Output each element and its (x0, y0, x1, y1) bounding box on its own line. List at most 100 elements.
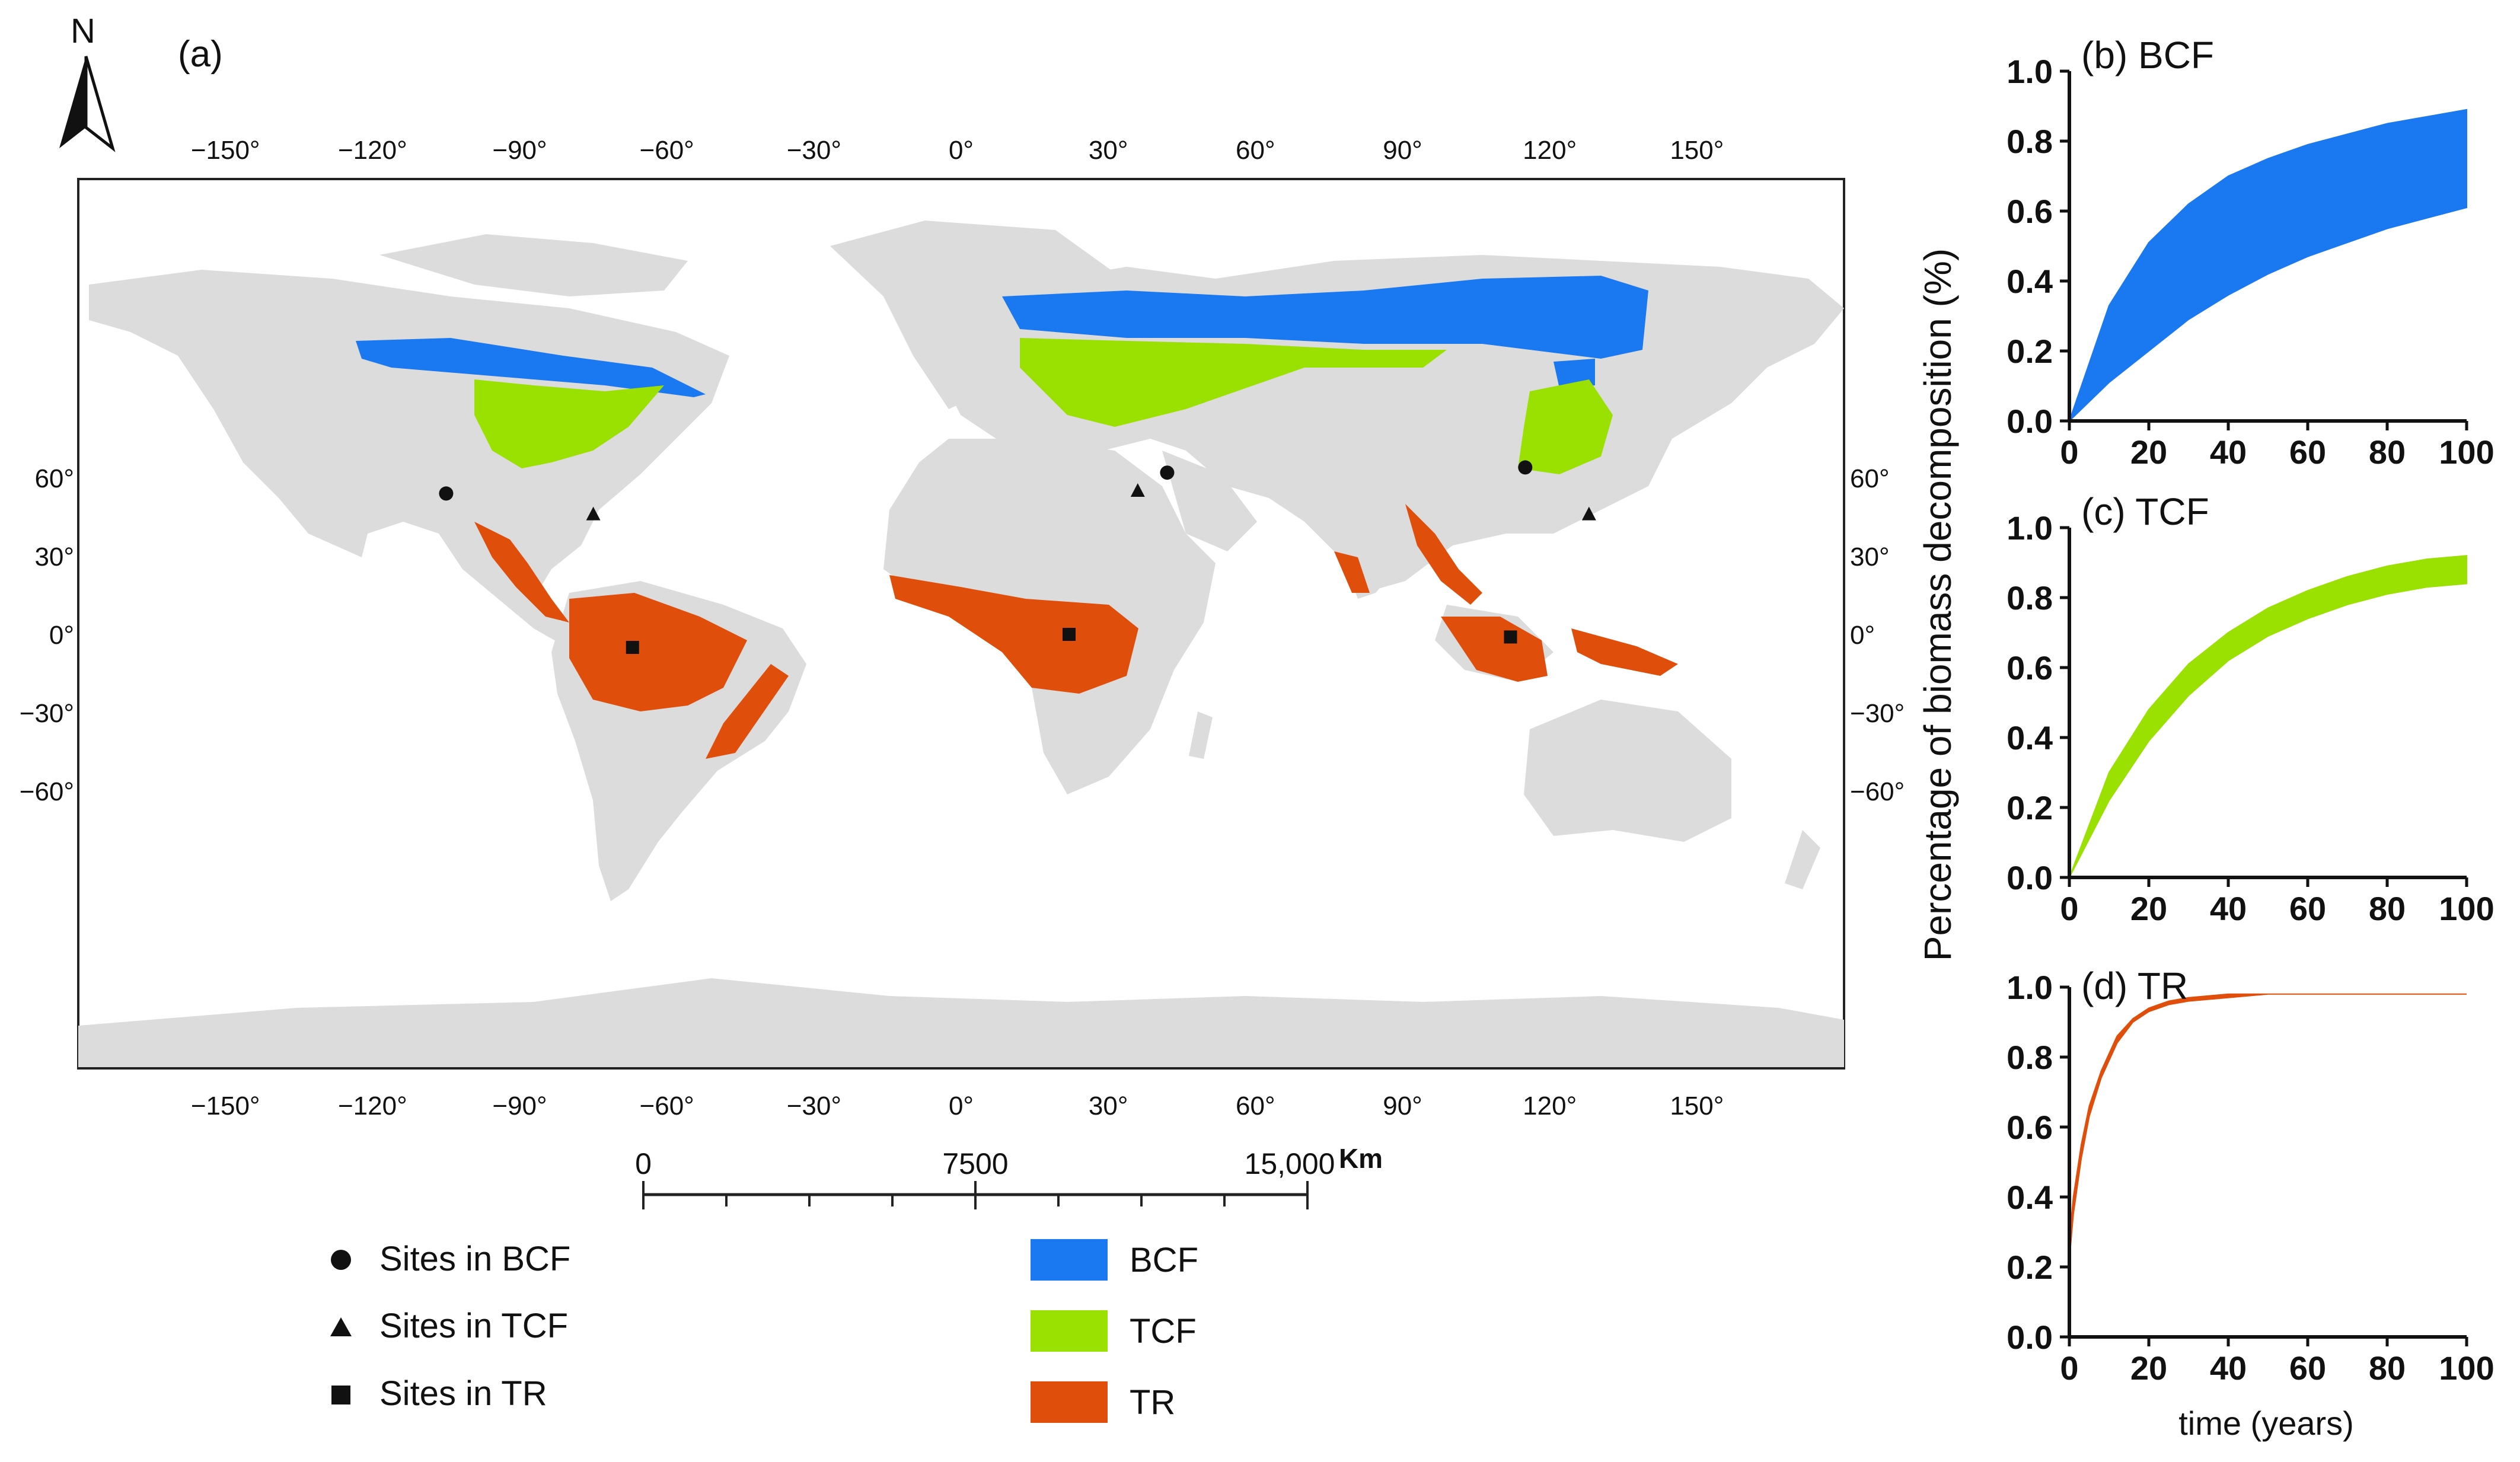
lon-label: −150° (191, 1091, 260, 1121)
lon-label: 60° (1236, 136, 1275, 165)
x-tick-label: 80 (2369, 890, 2406, 927)
site-marker-tcf (1581, 506, 1596, 521)
x-tick-label: 0 (2060, 890, 2078, 927)
lon-label: 30° (1089, 1091, 1128, 1121)
new-zealand (1785, 830, 1820, 889)
x-axis-label: time (years) (2178, 1404, 2354, 1442)
y-tick-label: 0.2 (2007, 333, 2053, 370)
lon-label: −60° (640, 1091, 694, 1121)
y-tick-label: 0.6 (2007, 1109, 2053, 1146)
decomposition-band (2069, 993, 2467, 1260)
latitude-labels-left: 60° 30° 0° −30° −60° (20, 464, 74, 806)
legend-zone-tr: TR (1130, 1383, 1175, 1422)
site-marker-bcf (439, 486, 454, 501)
y-tick-label: 0.8 (2007, 1039, 2053, 1076)
x-tick-label: 20 (2130, 890, 2167, 927)
x-tick-label: 80 (2369, 1349, 2406, 1387)
lon-label: 150° (1670, 1091, 1724, 1121)
decomposition-band (2069, 108, 2467, 422)
panel-title: (d) TR (2081, 965, 2188, 1007)
north-arrow-icon: N (59, 12, 116, 152)
tr-zone (474, 504, 1678, 759)
legend-sites: Sites in BCF Sites in TCF Sites in TR (330, 1240, 570, 1413)
y-tick-label: 0.2 (2007, 1249, 2053, 1286)
madagascar (1189, 711, 1213, 759)
lat-label: −30° (20, 699, 74, 728)
scale-unit: Km (1339, 1143, 1383, 1174)
legend-swatch-bcf (1031, 1239, 1108, 1281)
lon-label: −30° (787, 136, 841, 165)
lon-label: 0° (949, 1091, 974, 1121)
site-markers (439, 460, 1596, 654)
legend-site-tcf: Sites in TCF (379, 1307, 568, 1345)
lat-label: 60° (34, 464, 74, 493)
site-marker-tr (626, 641, 639, 654)
site-marker-bcf (1160, 465, 1175, 480)
x-tick-label: 100 (2439, 890, 2494, 927)
x-tick-label: 20 (2130, 1349, 2167, 1387)
y-tick-label: 0.8 (2007, 123, 2053, 160)
arabia (1162, 451, 1257, 551)
lon-label: −60° (640, 136, 694, 165)
panel-title: (c) TCF (2081, 490, 2209, 533)
scale-label-15000: 15,000 (1245, 1147, 1335, 1180)
lat-label: 60° (1850, 464, 1890, 493)
y-tick-label: 1.0 (2007, 53, 2053, 90)
scale-label-0: 0 (635, 1147, 652, 1180)
y-tick-label: 0.4 (2007, 719, 2053, 756)
site-marker-bcf (1518, 460, 1533, 475)
y-tick-label: 0.2 (2007, 789, 2053, 826)
x-tick-label: 20 (2130, 433, 2167, 471)
lon-label: 150° (1670, 136, 1724, 165)
legend-circle-marker (331, 1250, 351, 1270)
site-marker-tcf (586, 506, 601, 521)
lat-label: 0° (1850, 621, 1875, 650)
scale-label-7500: 7500 (942, 1147, 1008, 1180)
legend-swatch-tr (1031, 1381, 1108, 1423)
japan (1637, 409, 1666, 486)
scale-bar: 0 7500 15,000 Km (635, 1143, 1383, 1209)
lat-label: 30° (1850, 542, 1890, 572)
legend-zone-tcf: TCF (1130, 1312, 1197, 1351)
site-marker-tr (1504, 630, 1517, 644)
lon-label: −120° (338, 1091, 407, 1121)
legend-zone-bcf: BCF (1130, 1241, 1198, 1279)
panel-label-a: (a) (178, 34, 223, 75)
lon-label: −30° (787, 1091, 841, 1121)
x-tick-label: 60 (2289, 433, 2326, 471)
lon-label: 120° (1523, 136, 1577, 165)
legend-site-bcf: Sites in BCF (379, 1240, 570, 1278)
legend-swatch-tcf (1031, 1310, 1108, 1352)
legend-site-tr: Sites in TR (379, 1374, 547, 1413)
y-tick-label: 0.8 (2007, 579, 2053, 617)
y-tick-label: 0.6 (2007, 193, 2053, 230)
x-tick-label: 0 (2060, 433, 2078, 471)
legend-zones: BCF TCF TR (1031, 1239, 1198, 1423)
x-tick-label: 40 (2210, 890, 2247, 927)
lat-label: 0° (49, 621, 74, 650)
longitude-labels-bottom: −150° −120° −90° −60° −30° 0° 30° 60° 90° 120° 150… (191, 1091, 1724, 1121)
antarctica (78, 978, 1844, 1067)
y-tick-label: 1.0 (2007, 509, 2053, 547)
x-tick-label: 100 (2439, 433, 2494, 471)
x-tick-label: 60 (2289, 1349, 2326, 1387)
decomposition-band (2069, 555, 2467, 878)
lat-label: 30° (34, 542, 74, 572)
tcf-zone (474, 338, 1613, 474)
lon-label: 90° (1383, 1091, 1422, 1121)
site-marker-tcf (1130, 483, 1145, 497)
x-tick-label: 60 (2289, 890, 2326, 927)
lat-label: −30° (1850, 699, 1905, 728)
arctic-islands (379, 234, 688, 296)
lon-label: −120° (338, 136, 407, 165)
site-marker-tr (1062, 628, 1076, 641)
lon-label: 30° (1089, 136, 1128, 165)
lat-label: −60° (20, 777, 74, 806)
x-tick-label: 40 (2210, 433, 2247, 471)
chart-c-tcf: 0.0 0.2 0.4 0.6 0.8 1.0 0 20 40 60 80 100 (c) TCF (2007, 490, 2495, 927)
longitude-labels-top: −150° −120° −90° −60° −30° 0° 30° 60° 90° 120° 150… (191, 136, 1724, 165)
y-tick-label: 0.6 (2007, 649, 2053, 687)
y-tick-label: 0.4 (2007, 263, 2053, 300)
lon-label: −150° (191, 136, 260, 165)
